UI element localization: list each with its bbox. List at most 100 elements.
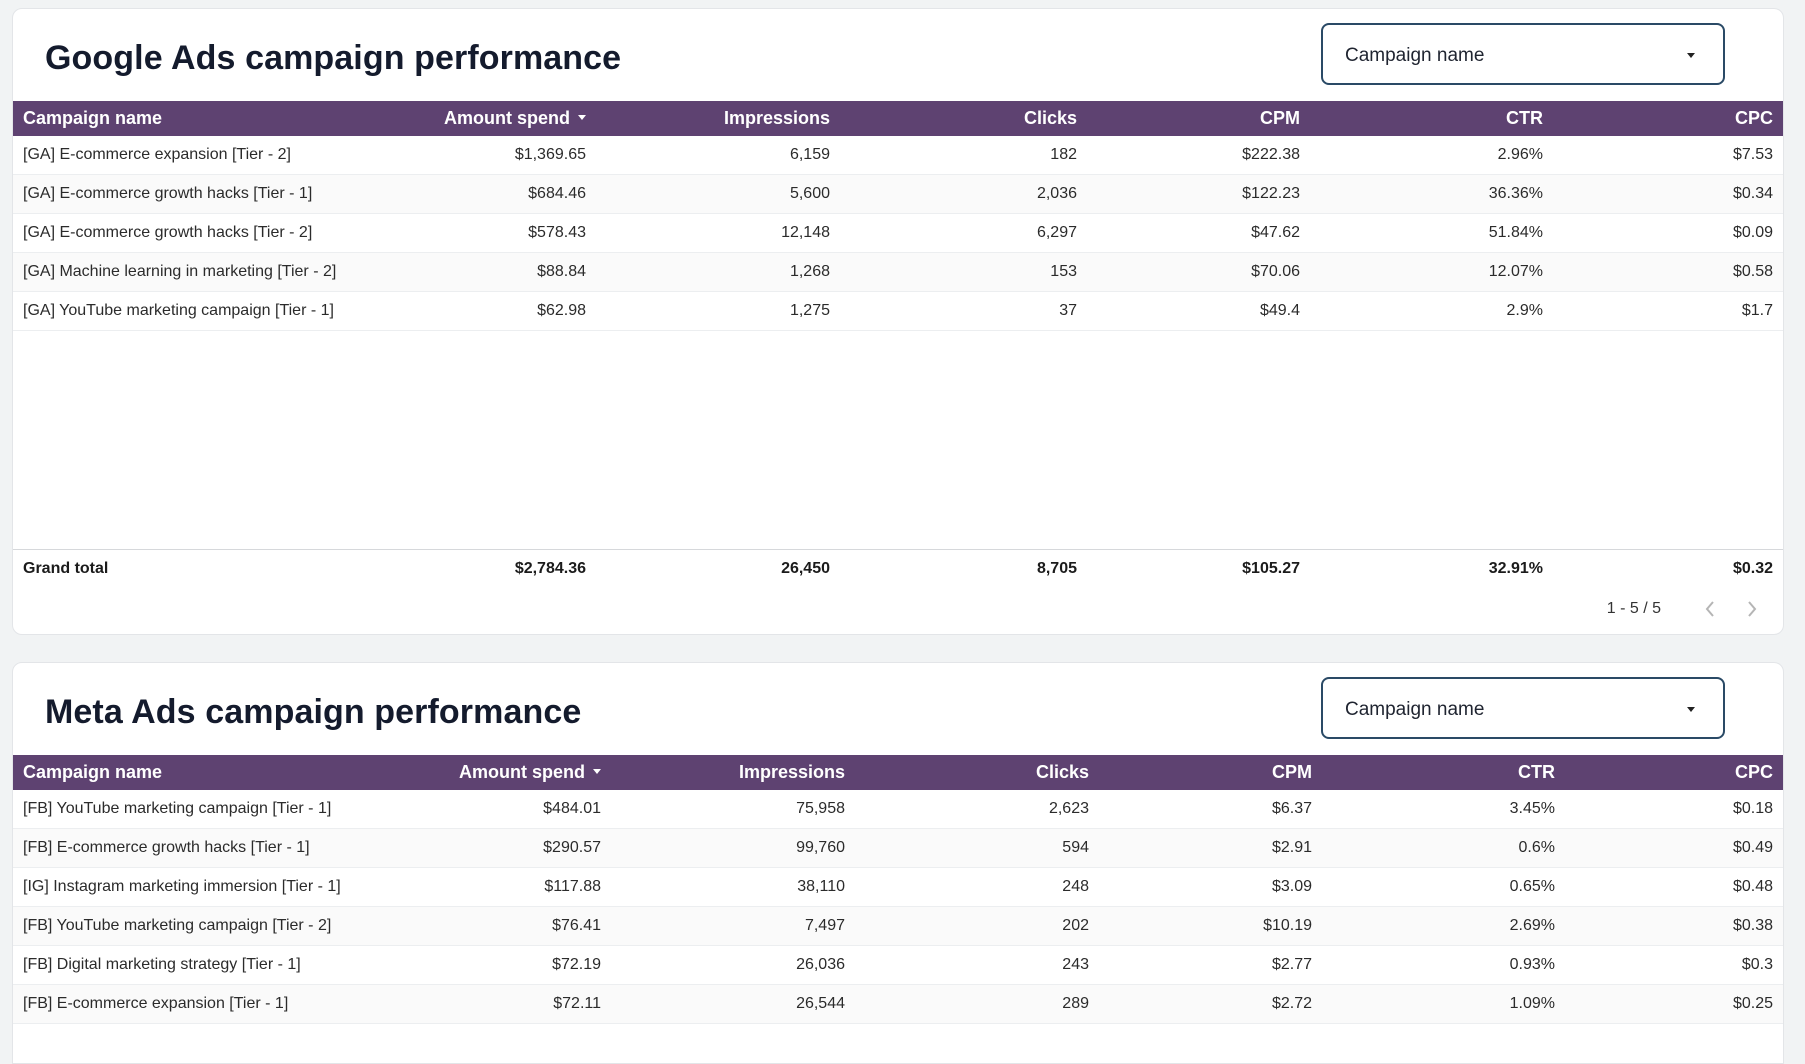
google-ads-title: Google Ads campaign performance (45, 39, 622, 77)
col-header-label: Campaign name (23, 108, 163, 128)
cell-impressions: 5,600 (596, 174, 840, 214)
col-header-amount-spend[interactable]: Amount spend (359, 755, 611, 790)
col-header-label: CPM (1272, 762, 1312, 782)
grand-total-table: Grand total $2,784.36 26,450 8,705 $105.… (13, 550, 1783, 588)
col-header-ctr[interactable]: CTR (1322, 755, 1565, 790)
cell-campaign-name: [FB] E-commerce growth hacks [Tier - 1] (13, 828, 359, 868)
cell-cpc: $0.25 (1565, 984, 1783, 1024)
col-header-label: Clicks (1023, 108, 1077, 128)
google-ads-table: Campaign name Amount spend Impressions C… (13, 101, 1783, 331)
cell-ctr: 0.6% (1322, 828, 1565, 868)
cell-ctr: 2.9% (1310, 291, 1553, 331)
col-header-cpc[interactable]: CPC (1553, 101, 1783, 136)
cell-campaign-name: [GA] E-commerce growth hacks [Tier - 2] (13, 213, 343, 253)
table-row: [GA] E-commerce growth hacks [Tier - 2] … (13, 213, 1783, 253)
chevron-left-icon (1705, 601, 1714, 617)
cell-amount-spend: $1,369.65 (343, 136, 596, 175)
cell-impressions: 99,760 (611, 828, 855, 868)
table-row: [FB] E-commerce growth hacks [Tier - 1] … (13, 828, 1783, 868)
col-header-impressions[interactable]: Impressions (596, 101, 840, 136)
table-row: [FB] YouTube marketing campaign [Tier - … (13, 790, 1783, 829)
col-header-clicks[interactable]: Clicks (855, 755, 1099, 790)
cell-ctr: 0.65% (1322, 867, 1565, 907)
table-row: [FB] Digital marketing strategy [Tier - … (13, 945, 1783, 985)
cell-cpm: $122.23 (1087, 174, 1310, 214)
table-row: [GA] Machine learning in marketing [Tier… (13, 252, 1783, 292)
cell-cpm: $2.77 (1099, 945, 1322, 985)
meta-campaign-filter-label: Campaign name (1345, 699, 1485, 720)
col-header-cpc[interactable]: CPC (1565, 755, 1783, 790)
meta-campaign-filter[interactable]: Campaign name (1321, 677, 1725, 739)
table-header-row: Campaign name Amount spend Impressions C… (13, 101, 1783, 136)
chevron-down-icon (1687, 53, 1695, 58)
cell-amount-spend: $72.11 (359, 984, 611, 1024)
meta-ads-table: Campaign name Amount spend Impressions C… (13, 755, 1783, 1024)
cell-amount-spend: $684.46 (343, 174, 596, 214)
cell-amount-spend: $290.57 (359, 828, 611, 868)
cell-cpm: $6.37 (1099, 790, 1322, 829)
total-impressions: 26,450 (781, 560, 830, 577)
col-header-label: CPM (1260, 108, 1300, 128)
chevron-down-icon (1687, 707, 1695, 712)
col-header-cpm[interactable]: CPM (1087, 101, 1310, 136)
col-header-campaign-name[interactable]: Campaign name (13, 755, 359, 790)
cell-campaign-name: [FB] Digital marketing strategy [Tier - … (13, 945, 359, 985)
table-row: [GA] E-commerce growth hacks [Tier - 1] … (13, 174, 1783, 214)
cell-impressions: 1,275 (596, 291, 840, 331)
pagination: 1 - 5 / 5 (1607, 594, 1767, 624)
cell-campaign-name: [GA] E-commerce expansion [Tier - 2] (13, 136, 343, 175)
cell-ctr: 36.36% (1310, 174, 1553, 214)
cell-impressions: 75,958 (611, 790, 855, 829)
cell-impressions: 7,497 (611, 906, 855, 946)
meta-ads-card: Meta Ads campaign performance Campaign n… (12, 662, 1784, 1064)
cell-cpc: $0.48 (1565, 867, 1783, 907)
col-header-impressions[interactable]: Impressions (611, 755, 855, 790)
cell-clicks: 202 (855, 906, 1099, 946)
cell-clicks: 6,297 (840, 213, 1087, 253)
cell-impressions: 6,159 (596, 136, 840, 175)
cell-impressions: 1,268 (596, 252, 840, 292)
col-header-cpm[interactable]: CPM (1099, 755, 1322, 790)
table-row: [GA] YouTube marketing campaign [Tier - … (13, 291, 1783, 331)
cell-ctr: 12.07% (1310, 252, 1553, 292)
cell-impressions: 26,036 (611, 945, 855, 985)
next-page-button[interactable] (1737, 594, 1767, 624)
meta-ads-title: Meta Ads campaign performance (45, 693, 582, 731)
cell-campaign-name: [FB] E-commerce expansion [Tier - 1] (13, 984, 359, 1024)
col-header-clicks[interactable]: Clicks (840, 101, 1087, 136)
cell-cpm: $2.72 (1099, 984, 1322, 1024)
google-ads-card: Google Ads campaign performance Campaign… (12, 8, 1784, 635)
cell-campaign-name: [GA] E-commerce growth hacks [Tier - 1] (13, 174, 343, 214)
chevron-right-icon (1748, 601, 1757, 617)
cell-ctr: 3.45% (1322, 790, 1565, 829)
col-header-amount-spend[interactable]: Amount spend (343, 101, 596, 136)
sort-desc-icon (593, 768, 601, 774)
table-row: [FB] YouTube marketing campaign [Tier - … (13, 906, 1783, 946)
cell-campaign-name: [GA] YouTube marketing campaign [Tier - … (13, 291, 343, 331)
col-header-label: Amount spend (444, 108, 570, 128)
prev-page-button[interactable] (1695, 594, 1725, 624)
cell-cpc: $0.58 (1553, 252, 1783, 292)
cell-cpc: $0.3 (1565, 945, 1783, 985)
cell-ctr: 2.69% (1322, 906, 1565, 946)
cell-cpc: $0.18 (1565, 790, 1783, 829)
google-campaign-filter[interactable]: Campaign name (1321, 23, 1725, 85)
cell-ctr: 1.09% (1322, 984, 1565, 1024)
cell-campaign-name: [IG] Instagram marketing immersion [Tier… (13, 867, 359, 907)
table-row: [GA] E-commerce expansion [Tier - 2] $1,… (13, 136, 1783, 175)
cell-cpc: $7.53 (1553, 136, 1783, 175)
col-header-campaign-name[interactable]: Campaign name (13, 101, 343, 136)
sort-desc-icon (578, 114, 586, 120)
total-ctr: 32.91% (1488, 560, 1543, 577)
cell-campaign-name: [FB] YouTube marketing campaign [Tier - … (13, 906, 359, 946)
cell-cpc: $0.49 (1565, 828, 1783, 868)
total-amount-spend: $2,784.36 (514, 560, 586, 577)
total-clicks: 8,705 (1036, 560, 1077, 577)
cell-amount-spend: $484.01 (359, 790, 611, 829)
col-header-label: Amount spend (459, 762, 585, 782)
col-header-label: Impressions (738, 762, 845, 782)
cell-impressions: 38,110 (611, 867, 855, 907)
table-row: [FB] E-commerce expansion [Tier - 1] $72… (13, 984, 1783, 1024)
cell-cpm: $3.09 (1099, 867, 1322, 907)
col-header-ctr[interactable]: CTR (1310, 101, 1553, 136)
